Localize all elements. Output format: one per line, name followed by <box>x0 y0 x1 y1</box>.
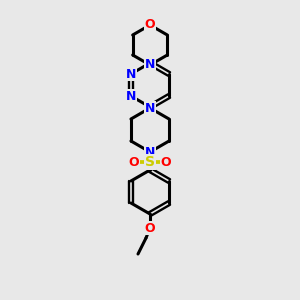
Text: N: N <box>145 101 155 115</box>
Text: N: N <box>145 58 155 71</box>
Text: N: N <box>126 89 136 103</box>
Text: N: N <box>145 146 155 158</box>
Text: S: S <box>145 155 155 169</box>
Text: O: O <box>145 19 155 32</box>
Text: O: O <box>161 155 171 169</box>
Text: O: O <box>145 221 155 235</box>
Text: N: N <box>126 68 136 80</box>
Text: O: O <box>129 155 139 169</box>
